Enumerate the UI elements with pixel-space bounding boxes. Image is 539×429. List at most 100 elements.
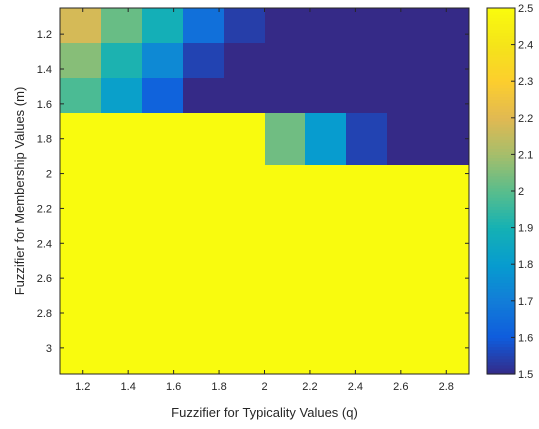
colorbar-segment xyxy=(487,297,515,302)
colorbar-segment xyxy=(487,29,515,33)
colorbar-segment xyxy=(487,163,515,168)
heatmap-cell xyxy=(265,269,306,323)
colorbar-segment xyxy=(487,114,515,119)
colorbar-segment xyxy=(487,56,515,61)
heatmap-cell xyxy=(305,165,347,218)
x-tick-label: 2.4 xyxy=(348,381,363,393)
colorbar-segment xyxy=(487,50,515,55)
heatmap-cell xyxy=(265,43,306,79)
colorbar-segment xyxy=(487,230,515,235)
colorbar-segment xyxy=(487,370,515,375)
colorbar-segment xyxy=(487,203,515,207)
y-tick-label: 1.6 xyxy=(37,99,52,111)
heatmap-cell xyxy=(142,269,184,323)
colorbar-segment xyxy=(487,306,515,311)
heatmap-cell xyxy=(60,113,102,166)
colorbar-segment xyxy=(487,248,515,253)
heatmap-cell xyxy=(142,78,184,114)
colorbar-segment xyxy=(487,102,515,107)
colorbar-segment xyxy=(487,313,515,317)
colorbar-segment xyxy=(487,123,515,128)
colorbar-segment xyxy=(487,81,515,85)
colorbar-segment xyxy=(487,331,515,335)
colorbar-segment xyxy=(487,32,515,37)
colorbar-segment xyxy=(487,14,515,18)
colorbar-segment xyxy=(487,221,515,226)
colorbar-tick-label: 1.5 xyxy=(518,369,533,381)
colorbar-segment xyxy=(487,285,515,290)
colorbar-segment xyxy=(487,111,515,116)
colorbar-segment xyxy=(487,72,515,76)
colorbar-segment xyxy=(487,194,515,198)
colorbar-segment xyxy=(487,242,515,247)
heatmap-cell xyxy=(224,165,266,218)
heatmap-cell xyxy=(305,269,347,323)
colorbar-segment xyxy=(487,90,515,94)
y-tick-label: 2.8 xyxy=(37,308,52,320)
colorbar-segment xyxy=(487,148,515,152)
colorbar-segment xyxy=(487,105,515,110)
heatmap-cell xyxy=(224,217,266,270)
colorbar-segment xyxy=(487,337,515,342)
heatmap-cell xyxy=(305,217,347,270)
heatmap-cell xyxy=(305,113,347,166)
colorbar-segment xyxy=(487,35,515,40)
colorbar-segment xyxy=(487,172,515,177)
colorbar-segment xyxy=(487,133,515,137)
heatmap-cell xyxy=(346,269,388,323)
colorbar-segment xyxy=(487,334,515,338)
colorbar-segment xyxy=(487,20,515,24)
heatmap-cell xyxy=(265,217,306,270)
colorbar-segment xyxy=(487,87,515,91)
colorbar-segment xyxy=(487,227,515,232)
colorbar-segment xyxy=(487,69,515,73)
heatmap-cell xyxy=(305,322,347,375)
colorbar-segment xyxy=(487,218,515,223)
colorbar-segment xyxy=(487,157,515,162)
colorbar-segment xyxy=(487,209,515,213)
y-tick-label: 2.2 xyxy=(37,203,52,215)
y-tick-label: 1.4 xyxy=(37,64,52,76)
colorbar-segment xyxy=(487,276,515,281)
heatmap-cell xyxy=(142,165,184,218)
colorbar-segment xyxy=(487,255,515,259)
colorbar-tick-label: 2 xyxy=(518,186,524,198)
heatmap-cell xyxy=(183,113,225,166)
colorbar-segment xyxy=(487,197,515,201)
heatmap-cell xyxy=(387,78,429,114)
colorbar-segment xyxy=(487,130,515,134)
colorbar-segment xyxy=(487,322,515,326)
colorbar-tick-label: 2.2 xyxy=(518,113,533,125)
heatmap-cell xyxy=(60,322,102,375)
colorbar-segment xyxy=(487,288,515,293)
colorbar-segment xyxy=(487,17,515,21)
colorbar-segment xyxy=(487,108,515,113)
x-tick-label: 1.4 xyxy=(121,381,136,393)
colorbar-segment xyxy=(487,44,515,49)
heatmap-cell xyxy=(224,43,266,79)
colorbar-segment xyxy=(487,38,515,43)
colorbar-segment xyxy=(487,26,515,30)
colorbar-segment xyxy=(487,245,515,250)
heatmap-cell xyxy=(183,322,225,375)
colorbar-segment xyxy=(487,8,515,12)
colorbar-segment xyxy=(487,181,515,186)
colorbar-segment xyxy=(487,96,515,101)
x-tick-label: 1.6 xyxy=(166,381,181,393)
x-axis: 1.2 1.4 1.6 1.8 2 2.2 2.4 2.6 2.8 xyxy=(75,8,454,393)
colorbar-segment xyxy=(487,261,515,265)
colorbar-segment xyxy=(487,212,515,216)
heatmap-cell xyxy=(265,165,306,218)
heatmap-cell xyxy=(265,78,306,114)
heatmap-cell xyxy=(183,269,225,323)
colorbar-segment xyxy=(487,62,515,67)
heatmap-cell xyxy=(265,8,306,44)
heatmap-cell xyxy=(387,269,429,323)
colorbar-segment xyxy=(487,319,515,323)
colorbar-tick-label: 2.3 xyxy=(518,76,533,88)
heatmap-cell xyxy=(60,8,102,44)
colorbar-segment xyxy=(487,300,515,305)
colorbar-segment xyxy=(487,264,515,268)
colorbar-segment xyxy=(487,258,515,262)
